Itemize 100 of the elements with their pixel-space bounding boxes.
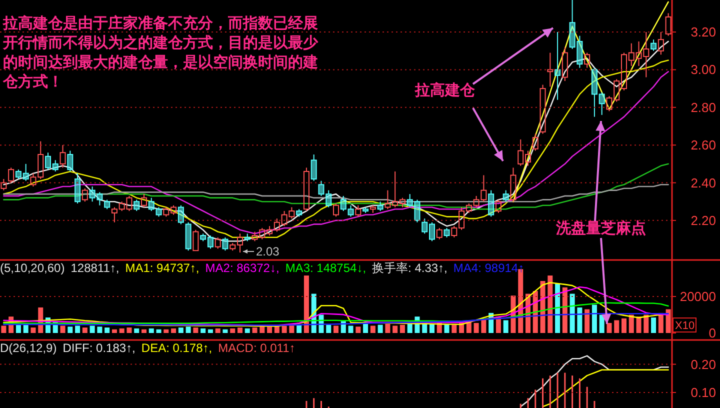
bar xyxy=(267,326,272,333)
y-tick-label: 2.20 xyxy=(690,212,716,228)
bar xyxy=(628,314,634,333)
y-tick-label: 2.80 xyxy=(690,100,716,115)
candlestick xyxy=(15,169,22,180)
annotation: 拉高建仓是由于庄家准备不充分，而指数已经展开行情而不得以为之的建仓方式，目的是以最少的时间达到最大的建仓量，是以空间换时间的建仓方式！ xyxy=(2,14,319,90)
candlestick xyxy=(96,192,103,206)
candlestick xyxy=(554,32,561,100)
candlestick xyxy=(414,199,420,223)
bar xyxy=(562,287,568,333)
candlestick xyxy=(422,218,428,234)
candlestick xyxy=(340,195,346,212)
bar xyxy=(378,324,383,333)
bar xyxy=(555,284,560,333)
y-tick-label: 2.40 xyxy=(690,175,716,190)
candlestick xyxy=(362,206,369,214)
line-series xyxy=(512,1,669,202)
bar xyxy=(134,328,140,333)
candlestick xyxy=(444,227,450,238)
bar xyxy=(614,320,620,333)
bar xyxy=(466,322,472,333)
bar xyxy=(400,324,405,333)
bar xyxy=(238,328,242,333)
y-axis-title: X10 xyxy=(675,320,695,332)
text: MA3: 148754↓, xyxy=(285,261,366,275)
bar xyxy=(474,322,479,333)
bar xyxy=(82,328,88,333)
candlestick xyxy=(310,154,317,182)
y-tick-label: 0.10 xyxy=(690,384,716,400)
bar xyxy=(260,326,265,333)
bar xyxy=(570,294,575,333)
bar xyxy=(334,326,338,333)
candlestick xyxy=(569,0,576,50)
candlestick xyxy=(650,39,657,52)
bar xyxy=(186,326,191,333)
chart-title: (5,10,20,60) xyxy=(0,261,65,275)
annotation: 128811↑, xyxy=(70,261,120,275)
bar xyxy=(289,324,294,333)
text: MA1: 94737↑, xyxy=(125,261,200,275)
line-series xyxy=(542,369,669,408)
bar xyxy=(148,328,154,333)
bar xyxy=(171,328,176,333)
bar xyxy=(252,328,258,333)
y-tick-label: 3.00 xyxy=(690,62,716,78)
text: MA2: 86372↓, xyxy=(205,261,280,275)
bar xyxy=(370,326,376,333)
y-tick-label: 3.20 xyxy=(690,24,716,40)
bar xyxy=(356,326,361,333)
bar xyxy=(75,326,80,333)
y-tick-label: 0.20 xyxy=(690,356,716,372)
bar xyxy=(222,329,228,333)
annotation: 洗盘量芝麻点 xyxy=(555,219,646,237)
candlestick xyxy=(52,160,58,172)
candlestick xyxy=(576,35,583,68)
candlestick xyxy=(134,199,140,212)
bar xyxy=(90,326,95,333)
bar xyxy=(644,314,649,333)
bar xyxy=(452,324,457,333)
bar xyxy=(348,326,354,333)
bar xyxy=(104,328,110,333)
bar xyxy=(326,324,332,333)
bar xyxy=(30,328,36,333)
bar xyxy=(503,320,508,333)
bar xyxy=(577,307,582,333)
candlestick xyxy=(377,201,384,212)
text: DEA: 0.178↑, xyxy=(141,341,212,355)
bar xyxy=(126,328,132,333)
candlestick xyxy=(22,163,29,182)
bar xyxy=(407,322,412,333)
candlestick xyxy=(89,186,96,202)
text: DIFF: 0.183↑, xyxy=(62,341,136,355)
candlestick xyxy=(104,199,110,210)
bar xyxy=(178,328,184,333)
candlestick xyxy=(45,152,51,170)
candlestick xyxy=(547,52,554,88)
bar xyxy=(548,276,553,333)
bar xyxy=(215,328,220,333)
line-series xyxy=(3,302,669,324)
bar xyxy=(1,326,6,333)
chart-title: D(26,12,9) xyxy=(0,341,57,355)
y-tick-label: 20000 xyxy=(680,289,716,304)
bar xyxy=(112,329,117,333)
bar xyxy=(385,324,390,333)
bar xyxy=(208,329,213,333)
y-tick-label: 2.60 xyxy=(690,138,716,153)
candlestick xyxy=(148,197,154,212)
bar xyxy=(230,328,236,333)
candlestick xyxy=(502,190,509,202)
bar xyxy=(156,329,162,333)
text: MA4: 98914↑ xyxy=(453,261,524,275)
bar xyxy=(282,326,287,333)
bar xyxy=(60,326,66,333)
candlestick xyxy=(222,236,228,252)
candlestick xyxy=(562,46,568,82)
bar xyxy=(592,304,597,333)
bar xyxy=(622,318,626,333)
text: MACD: 0.011↑ xyxy=(218,341,296,355)
annotation: 2.03 xyxy=(256,244,280,258)
y-tick-label: 0 xyxy=(708,326,716,340)
candlestick xyxy=(74,172,81,204)
